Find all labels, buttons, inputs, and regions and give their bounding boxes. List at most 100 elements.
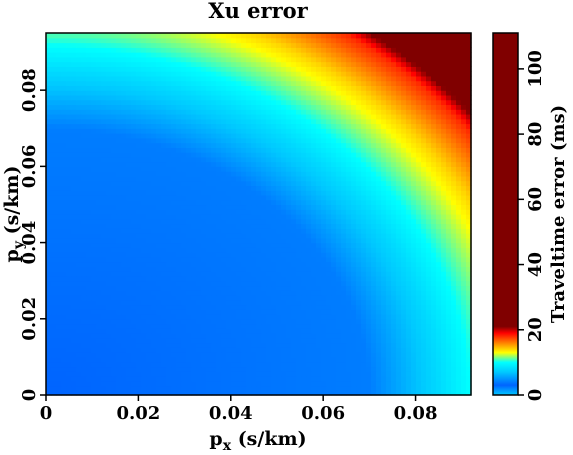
heatmap-cell: [446, 233, 452, 239]
heatmap-cell: [266, 252, 272, 258]
heatmap-cell: [271, 180, 277, 187]
heatmap-cell: [386, 371, 392, 377]
heatmap-cell: [366, 356, 372, 363]
heatmap-cell: [121, 161, 127, 167]
heatmap-cell: [411, 256, 417, 263]
heatmap-cell: [376, 304, 382, 310]
heatmap-cell: [116, 366, 122, 372]
heatmap-cell: [431, 285, 437, 291]
heatmap-cell: [86, 113, 92, 120]
heatmap-cell: [231, 128, 237, 134]
heatmap-cell: [246, 252, 252, 258]
heatmap-cell: [176, 356, 182, 363]
heatmap-cell: [441, 171, 447, 177]
heatmap-cell: [46, 185, 52, 191]
heatmap-cell: [291, 223, 297, 229]
heatmap-cell: [46, 142, 52, 148]
heatmap-cell: [271, 314, 277, 320]
heatmap-cell: [51, 123, 57, 129]
heatmap-cell: [436, 199, 442, 206]
heatmap-cell: [336, 218, 342, 225]
heatmap-cell: [51, 390, 57, 396]
heatmap-cell: [221, 247, 227, 253]
heatmap-cell: [161, 133, 167, 139]
heatmap-cell: [241, 299, 247, 306]
heatmap-cell: [166, 123, 172, 129]
heatmap-cell: [281, 228, 287, 234]
heatmap-cell: [151, 342, 157, 348]
heatmap-cell: [441, 161, 447, 167]
heatmap-cell: [61, 271, 67, 277]
heatmap-cell: [121, 137, 127, 144]
heatmap-cell: [101, 190, 107, 196]
heatmap-cell: [461, 366, 467, 372]
heatmap-cell: [456, 356, 462, 363]
heatmap-cell: [56, 361, 62, 368]
heatmap-cell: [466, 156, 472, 163]
heatmap-cell: [356, 242, 362, 248]
heatmap-cell: [251, 361, 257, 368]
heatmap-cell: [226, 333, 232, 339]
heatmap-cell: [86, 323, 92, 329]
heatmap-cell: [246, 204, 252, 210]
heatmap-cell: [186, 204, 192, 210]
heatmap-cell: [86, 118, 92, 125]
heatmap-cell: [211, 371, 217, 377]
heatmap-cell: [211, 147, 217, 153]
heatmap-cell: [241, 223, 247, 229]
heatmap-cell: [451, 161, 457, 167]
heatmap-cell: [391, 171, 397, 177]
heatmap-cell: [186, 290, 192, 296]
heatmap-cell: [186, 175, 192, 182]
heatmap-cell: [391, 261, 397, 267]
heatmap-cell: [276, 113, 282, 120]
heatmap-cell: [241, 242, 247, 248]
heatmap-cell: [146, 180, 152, 187]
heatmap-cell: [341, 233, 347, 239]
heatmap-cell: [391, 333, 397, 339]
heatmap-cell: [121, 199, 127, 206]
heatmap-cell: [276, 285, 282, 291]
heatmap-cell: [221, 161, 227, 167]
heatmap-cell: [466, 271, 472, 277]
heatmap-cell: [206, 256, 212, 263]
heatmap-cell: [446, 190, 452, 196]
heatmap-cell: [201, 242, 207, 248]
heatmap-cell: [311, 199, 317, 206]
heatmap-cell: [56, 328, 62, 334]
heatmap-cell: [326, 209, 332, 215]
heatmap-cell: [111, 147, 117, 153]
heatmap-cell: [281, 390, 287, 396]
heatmap-cell: [341, 280, 347, 287]
heatmap-cell: [386, 218, 392, 225]
heatmap-cell: [231, 204, 237, 210]
heatmap-cell: [416, 385, 422, 391]
heatmap-cell: [186, 356, 192, 363]
heatmap-cell: [456, 285, 462, 291]
heatmap-cell: [296, 328, 302, 334]
heatmap-cell: [201, 271, 207, 277]
heatmap-cell: [291, 113, 297, 120]
heatmap-cell: [56, 285, 62, 291]
heatmap-cell: [431, 190, 437, 196]
heatmap-cell: [201, 314, 207, 320]
heatmap-cell: [256, 318, 262, 325]
heatmap-cell: [111, 218, 117, 225]
heatmap-cell: [426, 271, 432, 277]
heatmap-cell: [226, 309, 232, 315]
heatmap-cell: [146, 113, 152, 120]
heatmap-cell: [121, 223, 127, 229]
heatmap-cell: [71, 266, 77, 272]
heatmap-cell: [296, 375, 302, 382]
heatmap-cell: [376, 280, 382, 287]
heatmap-cell: [331, 180, 337, 187]
heatmap-cell: [386, 252, 392, 258]
heatmap-cell: [326, 118, 332, 125]
heatmap-cell: [311, 190, 317, 196]
heatmap-cell: [376, 252, 382, 258]
heatmap-cell: [141, 352, 147, 358]
heatmap-cell: [261, 318, 267, 325]
heatmap-cell: [436, 390, 442, 396]
heatmap-cell: [396, 242, 402, 248]
heatmap-cell: [106, 280, 112, 287]
